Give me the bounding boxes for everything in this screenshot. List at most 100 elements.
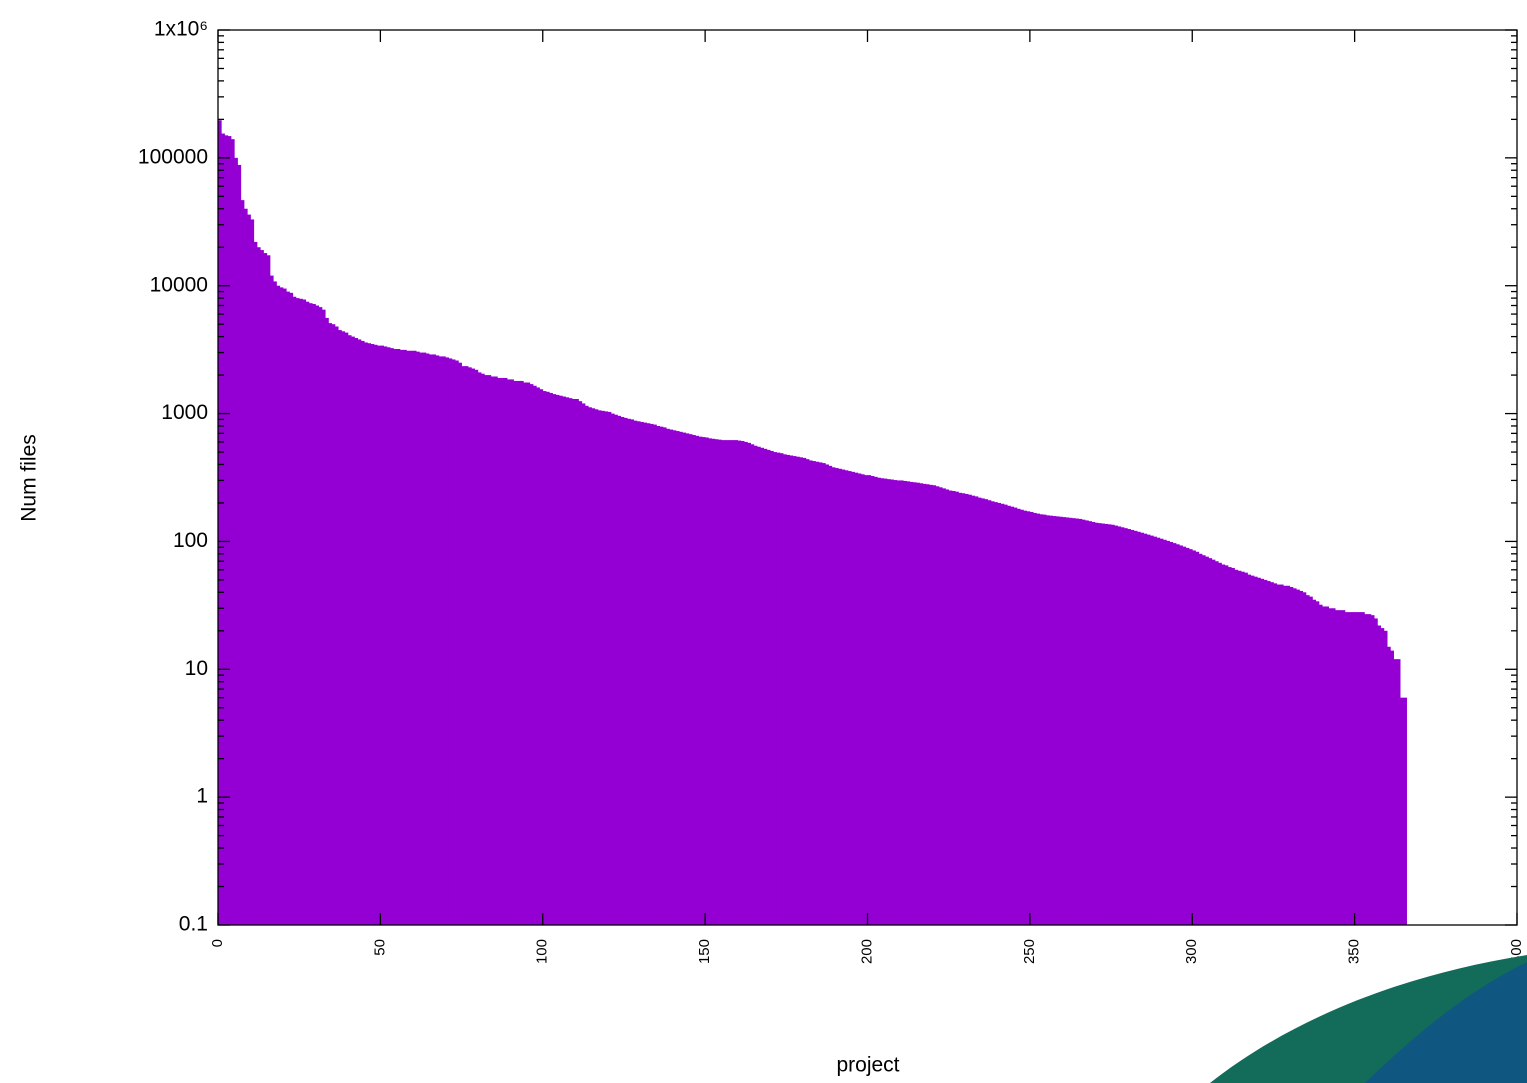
bar xyxy=(338,330,342,925)
bar xyxy=(1033,512,1037,925)
bar xyxy=(1325,606,1330,925)
bar xyxy=(779,453,784,925)
y-axis-label: Num files xyxy=(18,434,41,522)
bar xyxy=(938,487,943,925)
bar xyxy=(714,439,719,925)
x-tick-label: 150 xyxy=(696,939,713,964)
bar xyxy=(942,488,946,925)
bar xyxy=(1124,528,1128,925)
bar xyxy=(1055,516,1060,925)
bar xyxy=(1081,519,1086,925)
bar xyxy=(825,464,829,925)
bar xyxy=(1088,521,1092,925)
x-axis-label: project xyxy=(836,1054,899,1077)
bar xyxy=(734,440,738,925)
bar xyxy=(367,343,372,925)
bar xyxy=(334,326,339,926)
bar xyxy=(792,456,797,925)
bar xyxy=(1104,523,1109,925)
bar xyxy=(1098,523,1102,925)
bar xyxy=(740,441,745,925)
bar xyxy=(1189,549,1193,925)
bar xyxy=(1260,578,1265,925)
bar xyxy=(649,423,654,925)
bar xyxy=(984,499,989,925)
bar xyxy=(1208,558,1213,925)
bar xyxy=(750,444,755,925)
bar xyxy=(682,432,687,925)
y-tick-label: 1000 xyxy=(161,401,208,424)
bar xyxy=(1227,567,1232,925)
bar xyxy=(520,380,524,926)
decoration-blue xyxy=(1365,962,1527,1083)
bar xyxy=(968,494,972,925)
bar xyxy=(1253,576,1258,925)
bar xyxy=(370,344,375,926)
bar xyxy=(646,423,651,925)
bar xyxy=(1042,514,1047,925)
bar xyxy=(818,462,823,925)
bar xyxy=(705,437,709,925)
bar xyxy=(679,431,683,925)
bar xyxy=(594,409,599,925)
bar xyxy=(1289,587,1294,925)
bar xyxy=(630,419,635,925)
bar xyxy=(1111,524,1115,925)
bar xyxy=(1016,508,1021,925)
bar xyxy=(315,305,320,925)
bar xyxy=(1315,601,1320,925)
bar xyxy=(477,372,482,925)
bar xyxy=(1150,535,1154,925)
x-tick-label: 250 xyxy=(1021,939,1038,964)
bars xyxy=(218,120,1407,926)
bar xyxy=(377,345,381,925)
bar xyxy=(237,164,242,925)
y-tick-label: 1x10⁶ xyxy=(154,18,208,41)
bar xyxy=(1003,504,1008,925)
bar xyxy=(831,467,836,925)
bar xyxy=(218,120,222,926)
bar xyxy=(1107,524,1112,925)
bar xyxy=(1283,585,1287,925)
bar xyxy=(500,377,505,925)
bar xyxy=(325,317,329,925)
bar xyxy=(295,298,300,925)
bar xyxy=(906,481,911,925)
bar xyxy=(1273,583,1278,925)
bar xyxy=(958,492,963,925)
bar xyxy=(880,478,885,925)
bar xyxy=(341,331,346,926)
bar xyxy=(981,498,985,925)
bar xyxy=(1335,610,1339,925)
bar xyxy=(1101,523,1105,925)
bar xyxy=(773,452,777,925)
bar xyxy=(990,501,995,925)
bar xyxy=(438,356,443,926)
bar xyxy=(1367,614,1372,925)
bar xyxy=(263,253,268,925)
bar xyxy=(1023,510,1028,925)
bar xyxy=(757,446,761,925)
bar xyxy=(234,157,238,925)
bar xyxy=(861,474,865,925)
bar xyxy=(513,380,518,926)
bar xyxy=(1231,567,1235,925)
bar xyxy=(724,440,729,925)
bar xyxy=(328,323,333,925)
bar xyxy=(445,357,449,925)
bar xyxy=(523,382,527,925)
bar xyxy=(1338,610,1343,925)
bar xyxy=(783,454,787,925)
bar xyxy=(698,436,703,925)
bar xyxy=(529,384,534,925)
bar xyxy=(351,336,355,925)
bar xyxy=(461,366,466,925)
bar xyxy=(731,440,735,925)
bar xyxy=(1354,612,1359,925)
bar xyxy=(1361,612,1365,925)
bar xyxy=(597,410,602,925)
bar xyxy=(776,452,781,925)
bar xyxy=(1176,544,1180,925)
bar xyxy=(432,354,436,925)
bar xyxy=(503,377,508,925)
